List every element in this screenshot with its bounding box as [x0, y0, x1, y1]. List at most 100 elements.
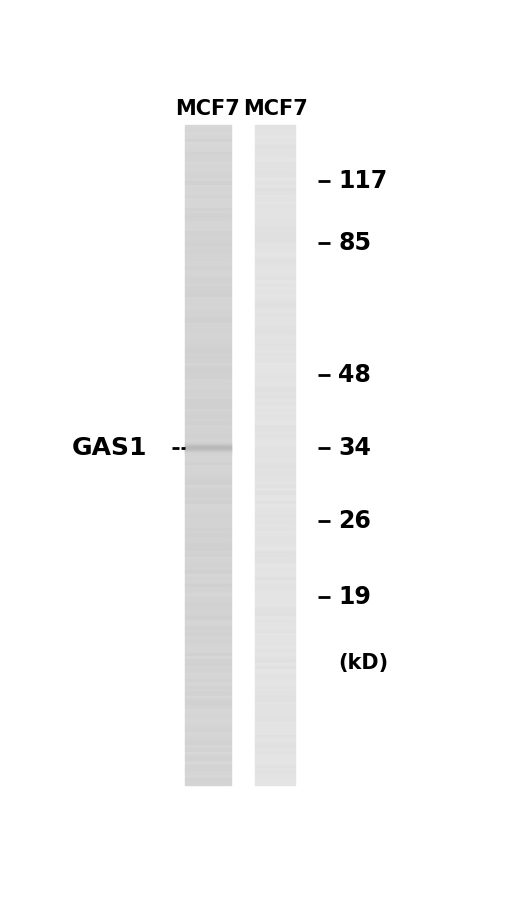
Bar [185, 511, 231, 514]
Bar [185, 488, 231, 491]
Bar [255, 739, 296, 742]
Bar [185, 485, 231, 488]
Bar [255, 508, 296, 511]
Bar [255, 316, 296, 320]
Bar [185, 145, 231, 149]
Bar [185, 171, 231, 175]
Bar [255, 405, 296, 409]
Bar [255, 129, 296, 132]
Bar [185, 254, 231, 258]
Bar [185, 541, 231, 544]
Bar [255, 432, 296, 435]
Bar [185, 702, 231, 705]
Bar [255, 330, 296, 333]
Bar [185, 544, 231, 547]
Bar [255, 238, 296, 241]
Bar [185, 363, 231, 366]
Bar [255, 149, 296, 152]
Bar [185, 195, 231, 198]
Bar [255, 584, 296, 587]
Bar [185, 465, 231, 469]
Bar [255, 260, 296, 264]
Bar [255, 577, 296, 580]
Bar [185, 475, 231, 478]
Bar [255, 314, 296, 316]
Bar [185, 495, 231, 498]
Bar [255, 402, 296, 405]
Bar [255, 751, 296, 755]
Bar [185, 758, 231, 761]
Bar [185, 191, 231, 195]
Bar [255, 481, 296, 485]
Bar [185, 142, 231, 145]
Bar [255, 461, 296, 465]
Bar [185, 669, 231, 672]
Bar [185, 517, 231, 521]
Bar [255, 412, 296, 415]
Bar [185, 699, 231, 702]
Bar [255, 672, 296, 676]
Bar [185, 481, 231, 485]
Bar [255, 544, 296, 547]
Text: MCF7: MCF7 [243, 98, 308, 119]
Bar [185, 268, 231, 270]
Bar [255, 234, 296, 238]
Bar [255, 755, 296, 758]
Bar [255, 465, 296, 469]
Bar [185, 396, 231, 399]
Bar [185, 383, 231, 386]
Bar [255, 320, 296, 323]
Bar [255, 181, 296, 185]
Bar [255, 389, 296, 393]
Bar [255, 139, 296, 142]
Bar [185, 521, 231, 524]
Bar [255, 376, 296, 379]
Bar [185, 570, 231, 574]
Bar [255, 254, 296, 258]
Bar [255, 304, 296, 306]
Bar [185, 336, 231, 340]
Bar [185, 650, 231, 652]
Bar [185, 366, 231, 369]
Bar [185, 188, 231, 191]
Bar [255, 135, 296, 139]
Bar [255, 630, 296, 633]
Bar [185, 165, 231, 168]
Bar [185, 323, 231, 326]
Bar [255, 205, 296, 208]
Bar [255, 696, 296, 699]
Bar [255, 419, 296, 422]
Bar [255, 469, 296, 471]
Bar [255, 310, 296, 314]
Bar [185, 459, 231, 461]
Bar [255, 294, 296, 296]
Bar [255, 409, 296, 412]
Bar [185, 722, 231, 725]
Bar [255, 132, 296, 135]
Bar [185, 287, 231, 290]
Bar [255, 735, 296, 739]
Bar [185, 557, 231, 560]
Bar [185, 224, 231, 228]
Bar [255, 145, 296, 149]
Bar [185, 333, 231, 336]
Bar [255, 702, 296, 705]
Bar [185, 514, 231, 517]
Bar [185, 505, 231, 508]
Text: 26: 26 [338, 509, 371, 532]
Bar [185, 676, 231, 679]
Bar [185, 531, 231, 534]
Bar [185, 432, 231, 435]
Bar [185, 508, 231, 511]
Bar [255, 343, 296, 346]
Bar [185, 451, 231, 455]
Bar [185, 696, 231, 699]
Bar [255, 152, 296, 155]
Bar [255, 218, 296, 221]
Bar [185, 231, 231, 234]
Bar [185, 340, 231, 343]
Bar [255, 642, 296, 646]
Bar [185, 692, 231, 696]
Bar [185, 409, 231, 412]
Bar [255, 287, 296, 290]
